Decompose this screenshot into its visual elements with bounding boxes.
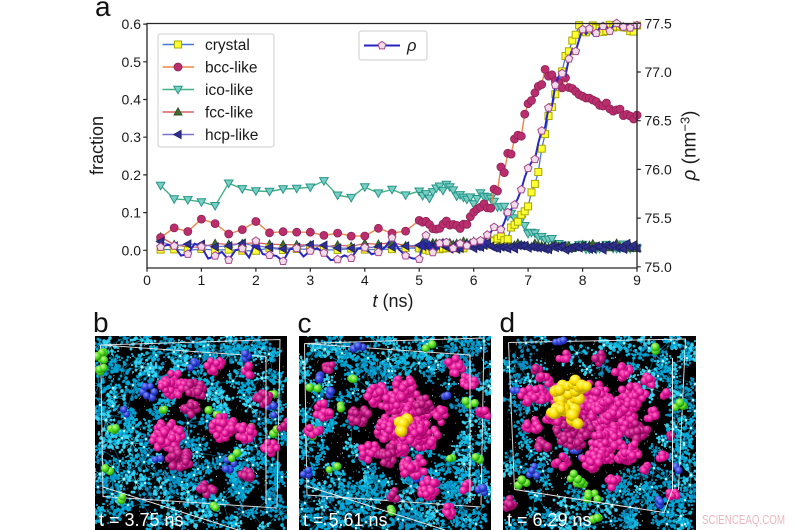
svg-text:SCIENCEAQ.COM: SCIENCEAQ.COM	[702, 513, 785, 527]
svg-text:75.5: 75.5	[645, 210, 672, 226]
svg-text:ρ: ρ	[406, 37, 416, 55]
svg-text:76.5: 76.5	[645, 113, 672, 129]
svg-text:b: b	[93, 307, 109, 338]
svg-text:77.5: 77.5	[645, 15, 672, 31]
svg-text:hcp-like: hcp-like	[205, 127, 258, 144]
svg-text:t = 6.29 ns: t = 6.29 ns	[507, 510, 592, 530]
svg-text:9: 9	[633, 272, 641, 288]
svg-text:d: d	[500, 307, 516, 338]
svg-text:c: c	[298, 308, 312, 339]
svg-text:t = 3.75 ns: t = 3.75 ns	[99, 510, 184, 530]
svg-text:76.0: 76.0	[645, 161, 672, 177]
svg-text:75.0: 75.0	[645, 259, 672, 275]
svg-text:ico-like: ico-like	[205, 82, 253, 99]
svg-text:0.6: 0.6	[122, 16, 142, 32]
svg-text:4: 4	[361, 272, 369, 288]
svg-text:crystal: crystal	[205, 37, 250, 54]
svg-text:0.4: 0.4	[122, 92, 142, 108]
svg-text:0.3: 0.3	[122, 129, 142, 145]
svg-text:bcc-like: bcc-like	[205, 60, 258, 77]
svg-text:t (ns): t (ns)	[372, 291, 413, 311]
svg-text:fraction: fraction	[87, 116, 107, 175]
svg-text:6: 6	[470, 272, 478, 288]
svg-text:2: 2	[252, 272, 260, 288]
svg-text:0.1: 0.1	[122, 205, 142, 221]
svg-text:0: 0	[143, 272, 151, 288]
svg-text:0.2: 0.2	[122, 167, 142, 183]
svg-text:fcc-like: fcc-like	[205, 105, 253, 122]
svg-text:a: a	[95, 0, 111, 22]
svg-text:3: 3	[306, 272, 314, 288]
svg-text:8: 8	[579, 272, 587, 288]
svg-text:7: 7	[524, 272, 532, 288]
svg-text:0.5: 0.5	[122, 54, 142, 70]
svg-text:t = 5.61 ns: t = 5.61 ns	[303, 510, 388, 530]
svg-text:1: 1	[198, 272, 206, 288]
svg-text:5: 5	[415, 272, 423, 288]
svg-text:ρ (nm−3): ρ (nm−3)	[678, 110, 701, 181]
svg-text:0.0: 0.0	[122, 242, 142, 258]
svg-text:77.0: 77.0	[645, 64, 672, 80]
